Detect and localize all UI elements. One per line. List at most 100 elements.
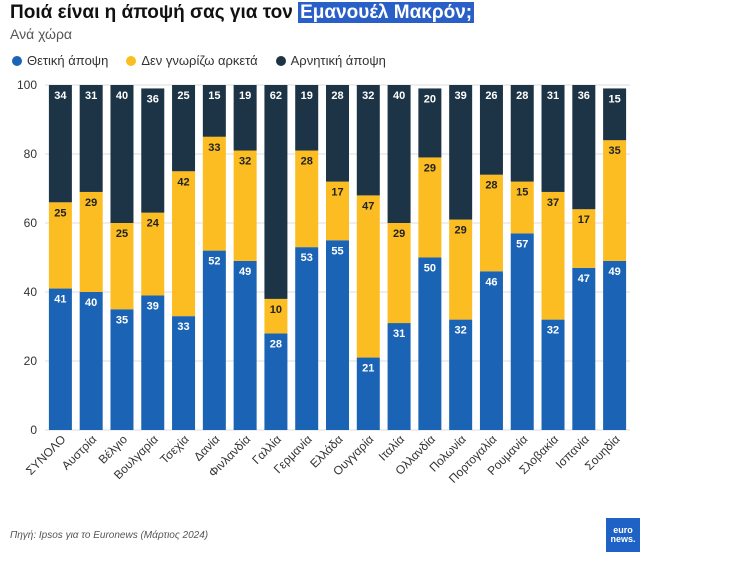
bar-segment <box>141 88 165 213</box>
y-tick-label: 60 <box>24 216 38 230</box>
data-label: 24 <box>147 218 160 230</box>
bar-segment <box>479 85 503 175</box>
data-label: 42 <box>177 176 189 188</box>
bar-segment <box>510 233 534 430</box>
data-label: 47 <box>362 200 374 212</box>
data-label: 15 <box>208 90 220 102</box>
data-label: 62 <box>270 90 282 102</box>
data-label: 32 <box>455 325 467 337</box>
bar-segment <box>479 174 503 272</box>
legend: Θετική άποψη Δεν γνωρίζω αρκετά Αρνητική… <box>12 53 404 68</box>
data-label: 29 <box>424 162 436 174</box>
data-label: 15 <box>608 93 620 105</box>
data-label: 25 <box>116 228 128 240</box>
legend-label-unknown: Δεν γνωρίζω αρκετά <box>141 53 258 68</box>
data-label: 25 <box>54 207 66 219</box>
bar-segment <box>48 288 72 430</box>
bar-segment <box>295 85 319 151</box>
bar-segment <box>356 85 380 196</box>
title-highlight: Εμανουέλ Μακρόν; <box>298 2 475 23</box>
data-label: 20 <box>424 93 436 105</box>
bar-segment <box>541 191 565 320</box>
legend-label-negative: Αρνητική άποψη <box>290 53 386 68</box>
bar-segment <box>295 247 319 430</box>
bar-segment <box>172 316 196 430</box>
data-label: 33 <box>177 321 189 333</box>
bar-segment <box>418 88 442 158</box>
data-label: 29 <box>455 225 467 237</box>
logo-line2: news. <box>610 534 636 544</box>
data-label: 40 <box>85 297 97 309</box>
data-label: 28 <box>516 90 528 102</box>
bar-segment <box>603 88 627 141</box>
data-label: 15 <box>516 187 528 199</box>
data-label: 40 <box>393 90 405 102</box>
data-label: 28 <box>485 180 497 192</box>
bar-segment <box>295 150 319 248</box>
data-label: 10 <box>270 304 282 316</box>
data-label: 41 <box>54 294 66 306</box>
bar-segment <box>356 357 380 430</box>
bar-segment <box>603 140 627 261</box>
bar-segment <box>541 85 565 192</box>
bar-segment <box>79 85 103 192</box>
legend-swatch-negative <box>275 55 286 66</box>
legend-item-negative: Αρνητική άποψη <box>275 53 386 68</box>
data-label: 35 <box>608 145 620 157</box>
bar-segment <box>326 181 349 241</box>
data-label: 32 <box>547 325 559 337</box>
data-label: 26 <box>485 90 497 102</box>
data-label: 28 <box>331 90 343 102</box>
data-label: 34 <box>54 90 67 102</box>
data-label: 28 <box>301 156 313 168</box>
data-label: 50 <box>424 263 436 275</box>
data-label: 31 <box>547 90 559 102</box>
stacked-bar-chart: 0 20 40 60 80 100 41 25 34 ΣΥΝΟΛΟ 40 29 31 Αυστρία 35 2… <box>17 78 630 486</box>
legend-swatch-positive <box>12 55 22 66</box>
legend-swatch-unknown <box>126 55 137 66</box>
bar-segment <box>387 85 411 223</box>
data-label: 36 <box>147 93 159 105</box>
data-label: 33 <box>208 142 220 154</box>
bar-segment <box>233 150 257 261</box>
logo-line1: euro <box>613 525 633 535</box>
bar-segment <box>418 157 442 258</box>
bar-segment <box>387 323 411 430</box>
bar-segment <box>572 85 596 210</box>
bar-segment <box>141 295 165 430</box>
x-tick-label: Τσεχία <box>157 432 191 466</box>
bar-segment <box>449 319 473 430</box>
data-label: 47 <box>578 273 590 285</box>
bar-segment <box>202 136 226 251</box>
chart-title: Ποιά είναι η άποψή σας για τον Εμανουέλ … <box>10 2 475 24</box>
data-label: 17 <box>331 187 343 199</box>
x-tick-label: ΣΥΝΟΛΟ <box>23 432 68 477</box>
bar-segment <box>172 85 196 172</box>
data-label: 29 <box>85 197 97 209</box>
data-label: 52 <box>208 256 220 268</box>
euronews-logo: euro news. <box>606 518 640 552</box>
bar-segment <box>264 298 288 334</box>
data-label: 28 <box>270 338 282 350</box>
bar-segment <box>202 85 226 137</box>
data-label: 55 <box>331 245 343 257</box>
bar-segment <box>572 267 596 430</box>
source-note: Πηγή: Ipsos για το Euronews (Μάρτιος 202… <box>10 530 209 541</box>
data-label: 39 <box>147 300 159 312</box>
bar-segment <box>141 212 165 296</box>
legend-item-unknown: Δεν γνωρίζω αρκετά <box>126 53 258 68</box>
data-label: 25 <box>177 90 189 102</box>
data-label: 46 <box>485 276 497 288</box>
y-tick-label: 0 <box>30 423 37 437</box>
data-label: 37 <box>547 197 559 209</box>
y-tick-label: 20 <box>24 354 38 368</box>
legend-item-positive: Θετική άποψη <box>12 53 108 68</box>
bar-segment <box>110 223 134 310</box>
data-label: 32 <box>239 156 251 168</box>
bar-segment <box>110 309 134 430</box>
bar-segment <box>387 223 411 324</box>
bar-segment <box>233 260 257 430</box>
bar-segment <box>110 85 134 223</box>
bar-segment <box>449 85 473 220</box>
bar-segment <box>326 240 349 430</box>
